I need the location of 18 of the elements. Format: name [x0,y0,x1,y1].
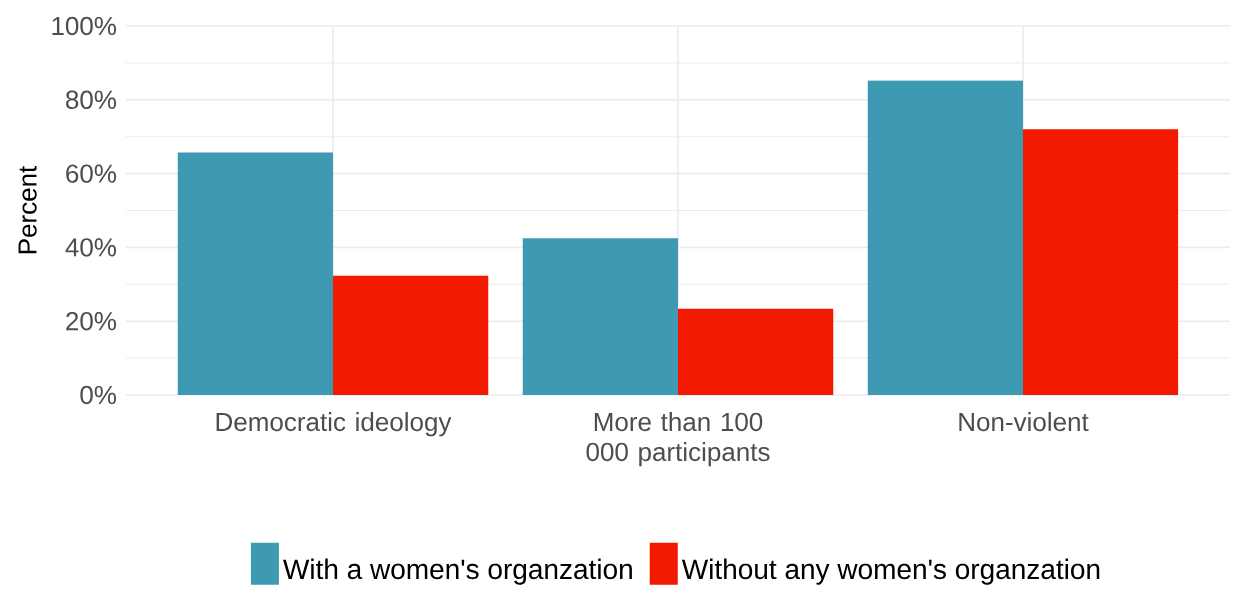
bar [177,152,334,395]
legend-label: Without any women's organzation [681,558,1100,585]
x-tick-label: More than 100 000 participants [586,412,770,467]
bar [678,308,834,395]
y-tick-label: 60% [66,164,117,183]
y-tick-label: 0% [80,385,117,405]
y-tick-label: 100% [52,16,117,36]
bar [522,238,678,395]
x-tick-label: Democratic ideology [216,412,452,437]
y-tick-label: 20% [66,311,117,331]
bar [1023,129,1179,395]
legend-label: With a women's organzation [283,558,632,585]
y-tick-label: 80% [66,90,117,109]
y-tick-label: 40% [65,238,117,257]
bar [333,275,489,395]
x-tick-label: Non-violent [959,412,1089,432]
y-axis-title: Percent [18,165,37,254]
bar [867,80,1023,395]
